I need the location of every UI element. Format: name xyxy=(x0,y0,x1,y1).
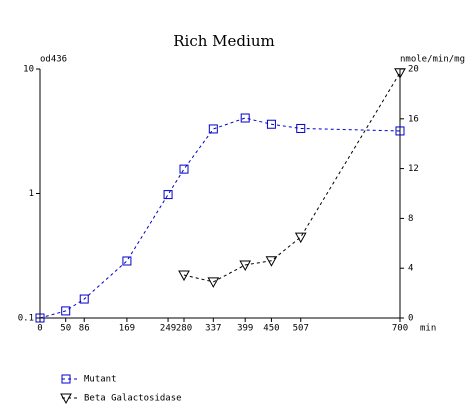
marker xyxy=(179,164,189,174)
x-tick-label: 337 xyxy=(205,324,221,334)
marker xyxy=(79,294,89,304)
marker xyxy=(395,126,405,136)
y2-tick-label: 0 xyxy=(408,314,413,324)
x-tick-label: 450 xyxy=(263,324,279,334)
marker xyxy=(61,306,71,316)
marker xyxy=(60,393,72,405)
x-tick-label: 169 xyxy=(119,324,135,334)
x-axis-label: min xyxy=(420,324,436,334)
marker xyxy=(239,260,252,271)
marker xyxy=(294,232,307,244)
x-tick-label: 700 xyxy=(392,324,408,334)
x-tick-label: 399 xyxy=(237,324,253,334)
series-line xyxy=(183,72,401,283)
marker xyxy=(163,190,173,200)
y-tick-label: 10 xyxy=(23,65,34,75)
series-line xyxy=(39,117,401,319)
marker xyxy=(394,68,406,79)
y2-tick-label: 16 xyxy=(408,114,419,124)
y2-tick-label: 8 xyxy=(408,214,413,224)
x-tick-label: 249 xyxy=(160,324,176,334)
marker xyxy=(266,119,276,129)
x-tick-label: 507 xyxy=(293,324,309,334)
marker xyxy=(208,124,218,134)
chart-title: Rich Medium xyxy=(173,32,274,50)
y2-axis-label: nmole/min/mg xyxy=(400,55,465,65)
y-axis-label: od436 xyxy=(40,55,67,65)
marker xyxy=(122,256,132,266)
marker xyxy=(240,113,250,123)
marker xyxy=(207,277,220,288)
y2-tick-label: 4 xyxy=(408,264,413,274)
legend-label: Mutant xyxy=(84,375,117,385)
x-tick-label: 280 xyxy=(176,324,192,334)
marker xyxy=(265,256,278,267)
y-tick-label: 0.1 xyxy=(18,314,34,324)
x-tick-label: 50 xyxy=(60,324,71,334)
marker xyxy=(178,270,190,282)
x-tick-label: 0 xyxy=(37,324,42,334)
y2-tick-label: 12 xyxy=(408,164,419,174)
marker xyxy=(296,123,306,133)
marker xyxy=(61,374,71,384)
marker xyxy=(35,313,45,323)
y-tick-label: 1 xyxy=(29,189,34,199)
legend-label: Beta Galactosidase xyxy=(84,394,182,404)
y2-tick-label: 20 xyxy=(408,65,419,75)
x-tick-label: 86 xyxy=(79,324,90,334)
